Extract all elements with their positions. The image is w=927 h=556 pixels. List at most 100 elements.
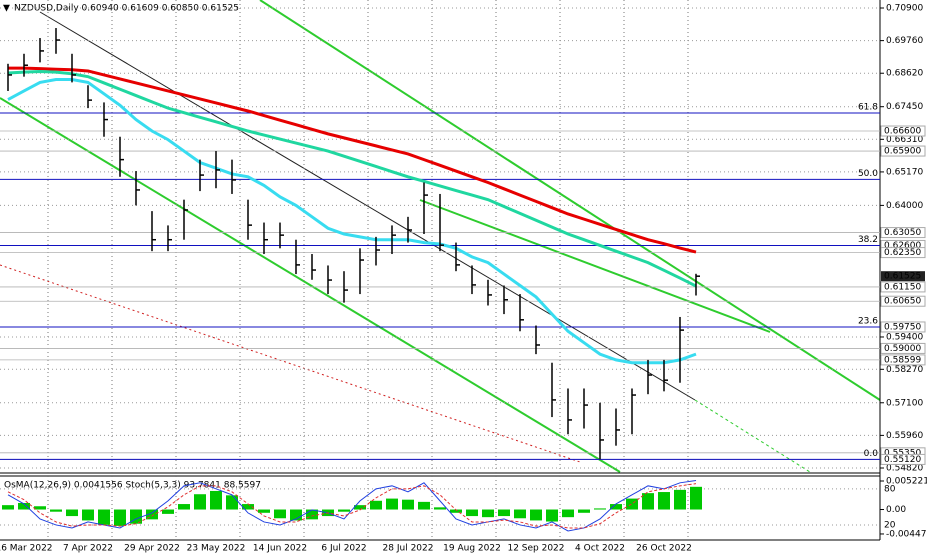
level-label: 0.62350	[884, 248, 921, 258]
y-tick-label: 0.68620	[886, 69, 923, 79]
level-box	[880, 342, 926, 354]
y-tick-label: 0.65170	[886, 167, 923, 177]
level-label: 0.55350	[884, 448, 921, 458]
x-tick-label: 7 Apr 2022	[63, 544, 113, 554]
level-label: 0.59000	[884, 344, 921, 354]
level-label: 0.62600	[884, 241, 921, 251]
osma-bar	[2, 505, 14, 510]
level-box	[880, 227, 926, 239]
level-label: 0.60650	[884, 297, 921, 307]
level-label: 0.58599	[884, 355, 921, 365]
x-tick-label: 29 Apr 2022	[124, 544, 180, 554]
moving-average	[8, 66, 697, 254]
osma-bar	[466, 509, 478, 517]
y-tick-label: 0.66310	[886, 135, 923, 145]
trend-line	[0, 264, 581, 463]
stochastic-line	[7, 483, 697, 529]
x-tick-label: 4 Oct 2022	[575, 544, 625, 554]
osma-bar	[562, 509, 574, 518]
level-label: 0.61150	[884, 282, 921, 292]
fib-label: 0.0	[864, 449, 879, 459]
osma-bar	[242, 504, 254, 510]
level-label: 0.55120	[884, 455, 921, 465]
osma-bar	[194, 494, 206, 510]
osma-bar	[626, 498, 638, 510]
x-tick-label: 28 Jul 2022	[383, 544, 434, 554]
x-tick-label: 19 Aug 2022	[443, 544, 501, 554]
x-tick-label: 12 Sep 2022	[507, 544, 564, 554]
osma-bar	[290, 509, 302, 521]
y-tick-label: 0.67450	[886, 102, 923, 112]
osma-bar	[338, 509, 350, 512]
osma-bar	[50, 509, 62, 512]
y-tick-label: 0.00	[886, 505, 906, 515]
osma-bar	[98, 509, 110, 525]
last-price-label: 0.61525	[884, 272, 921, 282]
x-tick-label: 26 Oct 2022	[636, 544, 692, 554]
fib-label: 38.2	[858, 235, 878, 245]
osma-bar	[258, 509, 270, 513]
level-box	[880, 125, 926, 137]
osma-bar	[482, 509, 494, 518]
osma-bar	[146, 509, 158, 520]
osma-bar	[226, 495, 238, 510]
indicator-title: OsMA(12,26,9) 0.0041556 Stoch(5,3,3) 93.…	[4, 481, 261, 491]
level-label: 0.65900	[884, 147, 921, 157]
osma-bar	[642, 493, 654, 510]
level-label: 0.66600	[884, 127, 921, 137]
osma-bar	[386, 498, 398, 510]
level-label: 0.63050	[884, 228, 921, 238]
osma-bar	[162, 509, 174, 514]
chart-title: NZDUSD,Daily 0.60940 0.61609 0.60850 0.6…	[14, 4, 239, 14]
osma-bar	[82, 509, 94, 521]
y-tick-label: 0.59400	[886, 332, 923, 342]
level-box	[880, 453, 926, 465]
trend-line	[39, 11, 696, 401]
level-box	[880, 247, 926, 259]
osma-bar	[354, 505, 366, 510]
level-label: 0.59750	[884, 322, 921, 332]
fib-label: 50.0	[858, 169, 878, 179]
trend-line	[419, 199, 771, 333]
osma-bar	[274, 509, 286, 519]
level-box	[880, 145, 926, 157]
menu-arrow[interactable]: ▼	[3, 4, 10, 14]
fib-label: 61.8	[858, 102, 878, 112]
trend-line	[0, 97, 621, 473]
osma-bar	[306, 509, 318, 520]
y-tick-label: 0.58270	[886, 365, 923, 375]
y-tick-label: 0.70900	[886, 4, 923, 14]
last-price-box	[881, 271, 925, 282]
level-box	[880, 321, 926, 333]
osma-bar	[498, 509, 510, 517]
y2-tick-label: 20	[884, 520, 896, 530]
osma-bar	[530, 509, 542, 521]
trend-projection	[694, 399, 811, 473]
y-tick-label: 0.55960	[886, 431, 923, 441]
y-tick-label: 0.64000	[886, 201, 923, 211]
moving-average	[7, 70, 697, 288]
osma-bar	[674, 489, 686, 510]
osma-bar	[370, 500, 382, 510]
osma-bar	[546, 509, 558, 522]
level-box	[880, 281, 926, 293]
stochastic-line	[7, 480, 697, 532]
osma-bar	[114, 509, 126, 526]
y-tick-label: 0.69760	[886, 36, 923, 46]
moving-average	[7, 78, 697, 365]
osma-bar	[690, 486, 702, 510]
x-tick-label: 6 Jul 2022	[321, 544, 366, 554]
osma-bar	[658, 492, 670, 510]
y-tick-label: -0.004476	[886, 529, 927, 539]
level-box	[880, 295, 926, 307]
osma-bar	[418, 501, 430, 510]
y-tick-label: 0.54820	[886, 463, 923, 473]
osma-bar	[434, 507, 446, 510]
x-tick-label: 16 Mar 2022	[0, 544, 53, 554]
osma-bar	[178, 504, 190, 510]
x-tick-label: 23 May 2022	[187, 544, 246, 554]
osma-bar	[34, 506, 46, 510]
osma-bar	[18, 502, 30, 510]
